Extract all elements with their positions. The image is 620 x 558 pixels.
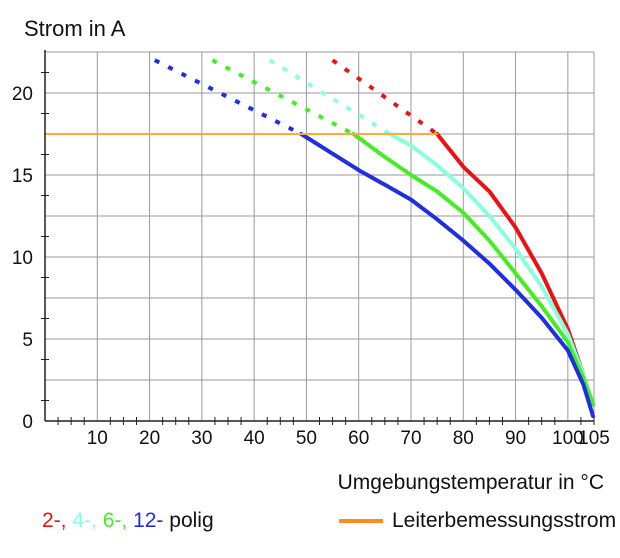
x-axis-label: Umgebungstemperatur in °C xyxy=(338,471,604,494)
poles-legend: 2-, 4-, 6-, 12- polig xyxy=(42,509,214,533)
x-tick-label: 90 xyxy=(505,428,526,449)
x-tick-label: 80 xyxy=(453,428,474,449)
x-tick-label: 105 xyxy=(578,428,610,449)
axes xyxy=(41,50,595,425)
x-tick-label: 40 xyxy=(244,428,265,449)
series-group xyxy=(44,58,595,419)
rated-current-swatch xyxy=(339,519,383,523)
y-tick-labels: 0 5 10 15 20 xyxy=(12,84,33,433)
x-tick-label: 20 xyxy=(139,428,160,449)
x-tick-label: 30 xyxy=(191,428,212,449)
y-axis-label: Strom in A xyxy=(24,16,126,41)
legend-pole-2: 2-, xyxy=(42,509,67,532)
rated-current-label: Leiterbemessungsstrom xyxy=(392,509,617,532)
rated-current-legend: Leiterbemessungsstrom xyxy=(339,509,616,533)
legend-pole-6: 6-, xyxy=(102,509,128,532)
series-line-5 xyxy=(351,132,595,407)
x-tick-label: 50 xyxy=(296,428,317,449)
x-tick-label: 70 xyxy=(400,428,421,449)
y-tick-label: 0 xyxy=(22,412,33,433)
series-line-4 xyxy=(211,58,355,136)
grid xyxy=(44,51,595,422)
series-line-2 xyxy=(268,58,392,136)
y-tick-label: 10 xyxy=(12,248,33,269)
y-tick-label: 5 xyxy=(22,330,33,351)
y-tick-label: 20 xyxy=(12,84,33,105)
x-tick-label: 10 xyxy=(87,428,108,449)
series-line-3 xyxy=(388,132,595,407)
series-line-7 xyxy=(299,132,595,419)
y-tick-label: 15 xyxy=(12,166,33,187)
series-line-6 xyxy=(153,58,303,136)
legend-poles-suffix: polig xyxy=(169,509,214,532)
legend-pole-4: 4-, xyxy=(72,509,97,532)
x-tick-label: 100 xyxy=(552,428,584,449)
legend-pole-12: 12- xyxy=(133,509,164,532)
x-tick-label: 60 xyxy=(348,428,369,449)
series-line-0 xyxy=(331,58,439,136)
